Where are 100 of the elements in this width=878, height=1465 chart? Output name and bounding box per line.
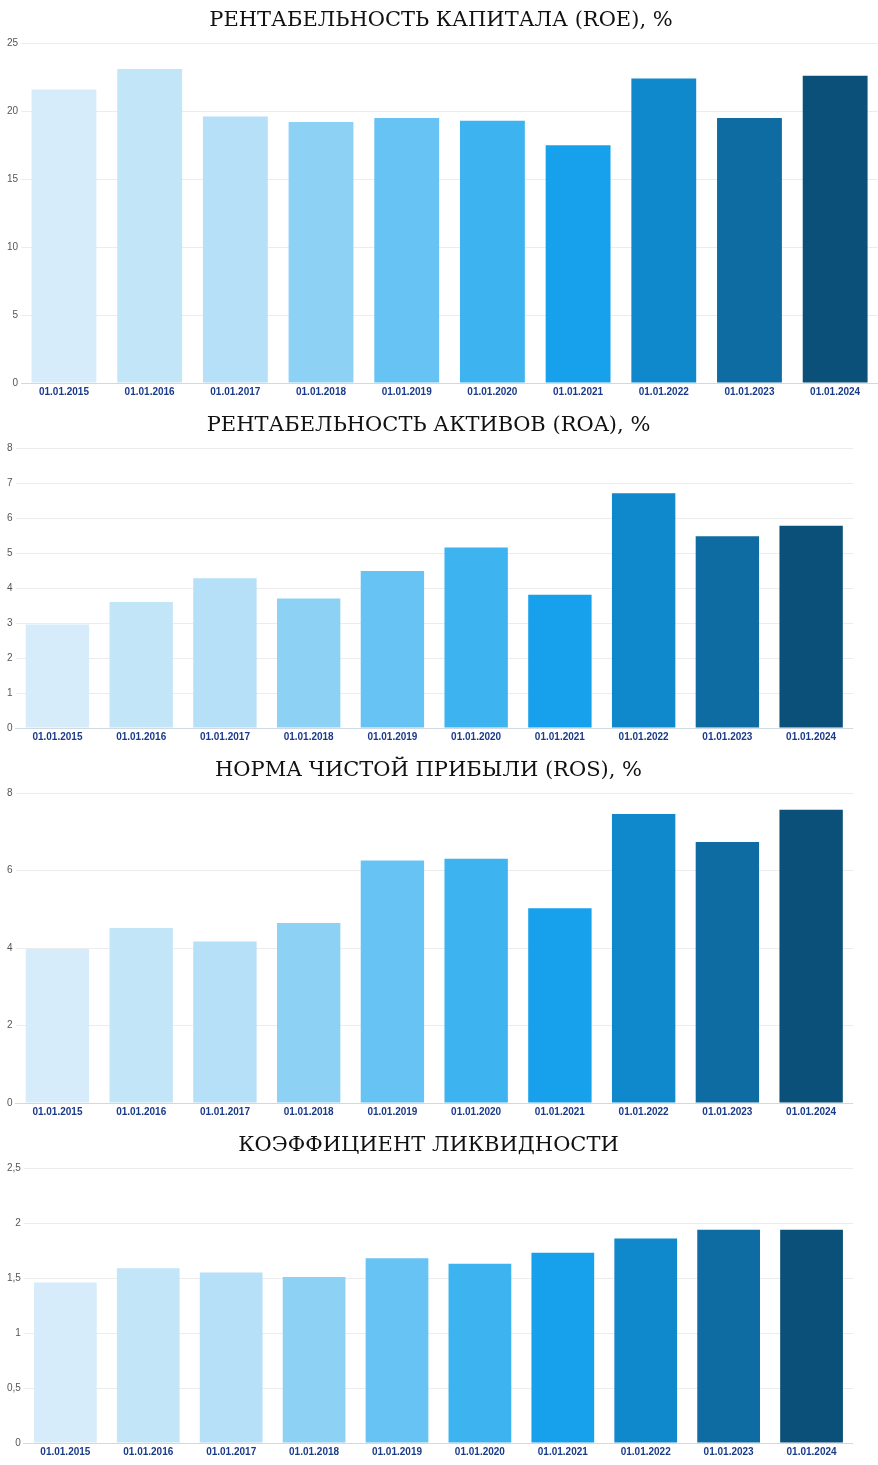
bar <box>779 809 843 1103</box>
chart-title: РЕНТАБЕЛЬНОСТЬ КАПИТАЛА (ROE), % <box>209 7 673 32</box>
bar <box>282 1277 346 1443</box>
bar <box>288 122 354 383</box>
bar <box>695 841 760 1103</box>
bar <box>31 89 97 383</box>
x-tick-label: 01.01.2021 <box>537 1445 589 1457</box>
bar <box>444 858 508 1103</box>
y-tick-label: 0 <box>12 376 19 388</box>
y-tick-label: 2,5 <box>7 1161 22 1173</box>
x-tick-label: 01.01.2019 <box>371 1445 423 1457</box>
bar <box>611 493 676 728</box>
bar <box>611 814 676 1103</box>
y-tick-label: 5 <box>12 308 19 320</box>
bar <box>276 598 341 728</box>
chart-title: НОРМА ЧИСТОЙ ПРИБЫЛИ (ROS), % <box>214 756 643 782</box>
y-tick-label: 7 <box>7 476 13 488</box>
bar <box>199 1272 263 1443</box>
bar <box>780 1229 843 1443</box>
chart-title: КОЭФФИЦИЕНТ ЛИКВИДНОСТИ <box>238 1132 619 1157</box>
bar <box>109 602 173 728</box>
y-tick-label: 25 <box>7 36 19 48</box>
x-tick-label: 01.01.2016 <box>124 385 176 397</box>
bar <box>202 116 268 383</box>
x-tick-label: 01.01.2020 <box>451 730 502 742</box>
y-tick-label: 10 <box>7 240 19 252</box>
bar <box>448 1263 512 1443</box>
x-tick-label: 01.01.2017 <box>199 730 251 742</box>
y-tick-label: 1 <box>15 1326 22 1338</box>
bar <box>193 941 257 1103</box>
y-tick-label: 15 <box>7 172 19 184</box>
bar <box>697 1229 761 1443</box>
y-tick-label: 5 <box>7 546 13 558</box>
bar <box>717 117 782 383</box>
y-tick-label: 4 <box>7 941 13 953</box>
x-tick-label: 01.01.2018 <box>296 385 347 397</box>
x-tick-label: 01.01.2015 <box>32 1105 83 1117</box>
bar <box>545 145 611 383</box>
x-tick-label: 01.01.2017 <box>210 385 261 397</box>
bar <box>365 1258 429 1443</box>
bar <box>193 578 257 728</box>
x-tick-label: 01.01.2021 <box>534 1105 586 1117</box>
y-tick-label: 2 <box>7 651 13 663</box>
x-tick-label: 01.01.2023 <box>702 1105 753 1117</box>
chart-title: РЕНТАБЕЛЬНОСТЬ АКТИВОВ (ROA), % <box>206 412 651 437</box>
x-tick-label: 01.01.2024 <box>786 1105 837 1117</box>
x-tick-label: 01.01.2015 <box>40 1445 91 1457</box>
y-tick-label: 2 <box>7 1019 13 1031</box>
y-tick-label: 20 <box>7 104 19 116</box>
bar <box>374 117 440 383</box>
bar <box>117 69 183 383</box>
x-tick-label: 01.01.2018 <box>283 730 335 742</box>
x-tick-label: 01.01.2020 <box>454 1445 506 1457</box>
x-tick-label: 01.01.2020 <box>467 385 518 397</box>
bar <box>695 536 760 728</box>
bar <box>528 908 592 1103</box>
bar <box>360 860 425 1103</box>
x-tick-label: 01.01.2016 <box>116 1105 167 1117</box>
x-tick-label: 01.01.2022 <box>620 1445 672 1457</box>
x-tick-label: 01.01.2023 <box>703 1445 755 1457</box>
bar <box>33 1282 97 1443</box>
y-tick-label: 6 <box>7 511 13 523</box>
x-tick-label: 01.01.2019 <box>381 385 433 397</box>
x-tick-label: 01.01.2022 <box>638 385 690 397</box>
y-tick-label: 4 <box>7 581 13 593</box>
y-tick-label: 1 <box>7 686 13 698</box>
bar <box>25 624 90 728</box>
x-tick-label: 01.01.2016 <box>116 730 167 742</box>
y-tick-label: 2 <box>15 1216 22 1228</box>
x-tick-label: 01.01.2015 <box>38 385 90 397</box>
y-tick-label: 0,5 <box>7 1381 22 1393</box>
x-tick-label: 01.01.2024 <box>786 730 837 742</box>
x-tick-label: 01.01.2017 <box>206 1445 257 1457</box>
x-tick-label: 01.01.2022 <box>618 730 670 742</box>
y-tick-label: 0 <box>15 1436 22 1448</box>
y-tick-label: 0 <box>7 1096 13 1108</box>
y-tick-label: 1,5 <box>7 1271 22 1283</box>
bar <box>528 594 592 728</box>
x-tick-label: 01.01.2017 <box>199 1105 251 1117</box>
y-tick-label: 0 <box>7 721 13 733</box>
bar <box>631 78 697 383</box>
bar <box>25 948 90 1103</box>
x-tick-label: 01.01.2020 <box>451 1105 502 1117</box>
y-tick-label: 8 <box>7 441 13 453</box>
x-tick-label: 01.01.2024 <box>786 1445 837 1457</box>
x-tick-label: 01.01.2015 <box>32 730 83 742</box>
x-tick-label: 01.01.2024 <box>810 385 861 397</box>
x-tick-label: 01.01.2022 <box>618 1105 670 1117</box>
bar <box>116 1268 180 1443</box>
y-tick-label: 6 <box>7 864 13 876</box>
x-tick-label: 01.01.2019 <box>367 730 418 742</box>
x-tick-label: 01.01.2016 <box>123 1445 174 1457</box>
bar <box>109 927 173 1103</box>
bar <box>531 1252 595 1443</box>
x-tick-label: 01.01.2021 <box>553 385 604 397</box>
bar <box>276 922 341 1103</box>
bar <box>614 1238 678 1443</box>
bar <box>779 525 843 728</box>
x-tick-label: 01.01.2023 <box>702 730 753 742</box>
bar <box>444 547 508 728</box>
